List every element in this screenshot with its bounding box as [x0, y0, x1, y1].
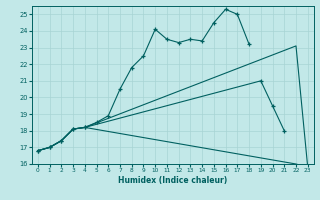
X-axis label: Humidex (Indice chaleur): Humidex (Indice chaleur): [118, 176, 228, 185]
